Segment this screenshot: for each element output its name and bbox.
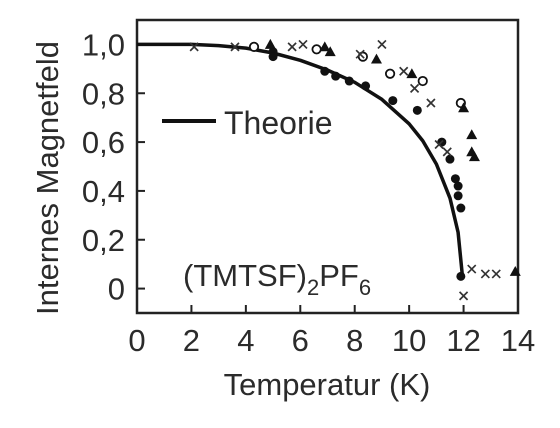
x-tick-label-3: 6 bbox=[292, 323, 309, 358]
plot-frame bbox=[135, 18, 520, 315]
x-axis-label: Temperatur (K) bbox=[224, 367, 431, 402]
cross-marker-3 bbox=[298, 39, 308, 50]
cross-marker-14 bbox=[491, 269, 501, 279]
theory-curve-layer bbox=[137, 42, 464, 275]
triangle-marker-4 bbox=[406, 68, 418, 79]
filled-circle-marker-13 bbox=[456, 203, 466, 213]
filled-circle-marker-9 bbox=[445, 154, 455, 164]
cross-marker-10 bbox=[442, 147, 452, 157]
axes-layer: 0 2 4 6 8 10 12 14 0 0,2 0,4 0,6 0,8 1,0 bbox=[82, 18, 535, 358]
cross-marker-13 bbox=[480, 269, 490, 279]
x-tick-label-4: 8 bbox=[346, 323, 363, 358]
triangle-marker-9 bbox=[509, 265, 521, 276]
triangle-marker-6 bbox=[466, 129, 478, 140]
annotation-subscript-1: 2 bbox=[307, 275, 319, 300]
legend-label-theorie: Theorie bbox=[224, 105, 333, 141]
cross-marker-1 bbox=[230, 42, 240, 52]
triangle-marker-0 bbox=[264, 38, 276, 49]
open-circle-marker-3 bbox=[384, 68, 396, 79]
cross-marker-7 bbox=[409, 83, 420, 93]
x-tick-label-6: 12 bbox=[446, 323, 480, 358]
filled-circle-marker-14 bbox=[456, 271, 466, 281]
cross-marker-0 bbox=[189, 42, 199, 52]
open-circle-marker-1 bbox=[311, 44, 322, 55]
annotation-subscript-2: 6 bbox=[359, 275, 371, 300]
x-tick-label-2: 4 bbox=[237, 323, 254, 358]
cross-marker-11 bbox=[458, 291, 469, 301]
y-tick-label-2: 0,4 bbox=[82, 174, 125, 209]
filled-circle-marker-5 bbox=[361, 81, 371, 91]
filled-circle-marker-4 bbox=[344, 76, 354, 86]
x-tick-label-0: 0 bbox=[128, 323, 145, 358]
x-tick-label-1: 2 bbox=[183, 323, 200, 358]
y-tick-label-3: 0,6 bbox=[82, 125, 125, 160]
annotation-mid: PF bbox=[319, 258, 359, 293]
triangle-marker-3 bbox=[370, 53, 382, 64]
data-markers-layer bbox=[189, 38, 521, 301]
triangle-marker-5 bbox=[458, 102, 470, 113]
legend: Theorie bbox=[162, 105, 333, 141]
y-tick-label-1: 0,2 bbox=[82, 223, 125, 258]
cross-marker-9 bbox=[434, 139, 444, 150]
cross-marker-5 bbox=[377, 39, 387, 50]
cross-marker-6 bbox=[399, 66, 409, 76]
filled-circle-marker-7 bbox=[412, 105, 422, 115]
filled-circle-marker-3 bbox=[331, 71, 341, 81]
cross-marker-12 bbox=[467, 264, 477, 274]
cross-marker-8 bbox=[426, 98, 436, 108]
cross-marker-2 bbox=[287, 42, 297, 52]
x-tick-label-5: 10 bbox=[392, 323, 426, 358]
y-tick-label-4: 0,8 bbox=[82, 76, 125, 111]
triangle-marker-8 bbox=[468, 151, 480, 162]
filled-circle-marker-10 bbox=[450, 174, 460, 184]
compound-annotation: (TMTSF)2PF6 bbox=[183, 258, 371, 300]
y-tick-label-5: 1,0 bbox=[82, 27, 125, 62]
filled-circle-marker-12 bbox=[453, 191, 463, 201]
annotation-base: (TMTSF) bbox=[183, 258, 307, 293]
filled-circle-marker-2 bbox=[320, 66, 330, 76]
theory-curve bbox=[137, 42, 464, 275]
filled-circle-marker-1 bbox=[268, 52, 278, 62]
y-axis-label: Internes Magnetfeld bbox=[30, 41, 65, 315]
filled-circle-marker-11 bbox=[453, 181, 463, 191]
y-tick-label-0: 0 bbox=[108, 272, 125, 307]
cross-marker-4 bbox=[355, 49, 365, 59]
triangle-marker-2 bbox=[324, 46, 336, 57]
filled-circle-marker-6 bbox=[388, 96, 398, 106]
open-circle-marker-0 bbox=[248, 41, 260, 52]
open-circle-marker-4 bbox=[417, 75, 428, 87]
triangle-marker-1 bbox=[319, 41, 331, 52]
x-tick-label-7: 14 bbox=[501, 323, 535, 358]
